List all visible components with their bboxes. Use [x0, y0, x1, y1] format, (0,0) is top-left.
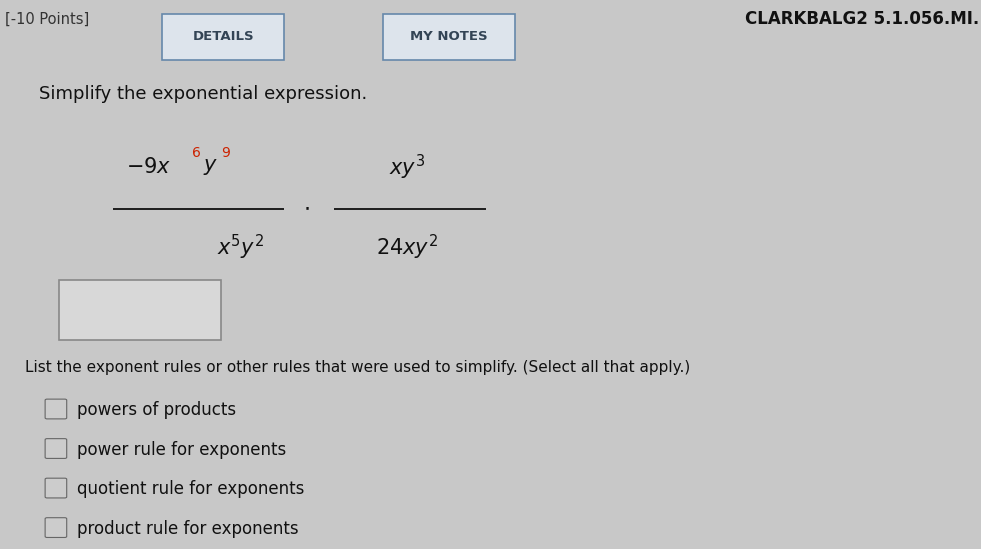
FancyBboxPatch shape	[162, 14, 284, 60]
Text: CLARKBALG2 5.1.056.MI.: CLARKBALG2 5.1.056.MI.	[745, 10, 979, 28]
FancyBboxPatch shape	[383, 14, 515, 60]
Text: power rule for exponents: power rule for exponents	[77, 441, 285, 458]
FancyBboxPatch shape	[59, 280, 221, 340]
Text: $6$: $6$	[191, 145, 201, 160]
Text: List the exponent rules or other rules that were used to simplify. (Select all t: List the exponent rules or other rules t…	[25, 360, 690, 374]
Text: $\cdot$: $\cdot$	[303, 199, 309, 219]
FancyBboxPatch shape	[45, 518, 67, 537]
Text: $x^5y^2$: $x^5y^2$	[217, 232, 264, 262]
Text: $y$: $y$	[203, 158, 218, 177]
FancyBboxPatch shape	[45, 478, 67, 498]
Text: $9$: $9$	[221, 145, 231, 160]
Bar	[0, 0, 981, 66]
Text: powers of products: powers of products	[77, 401, 235, 419]
Text: Simplify the exponential expression.: Simplify the exponential expression.	[39, 85, 368, 103]
Text: $xy^3$: $xy^3$	[389, 153, 425, 182]
Text: quotient rule for exponents: quotient rule for exponents	[77, 480, 304, 498]
Text: MY NOTES: MY NOTES	[410, 30, 488, 43]
Text: DETAILS: DETAILS	[192, 30, 254, 43]
Text: product rule for exponents: product rule for exponents	[77, 520, 298, 537]
FancyBboxPatch shape	[45, 399, 67, 419]
Text: $-9x$: $-9x$	[126, 158, 171, 177]
Text: [-10 Points]: [-10 Points]	[5, 12, 89, 27]
FancyBboxPatch shape	[45, 439, 67, 458]
Text: $24xy^2$: $24xy^2$	[376, 232, 439, 262]
